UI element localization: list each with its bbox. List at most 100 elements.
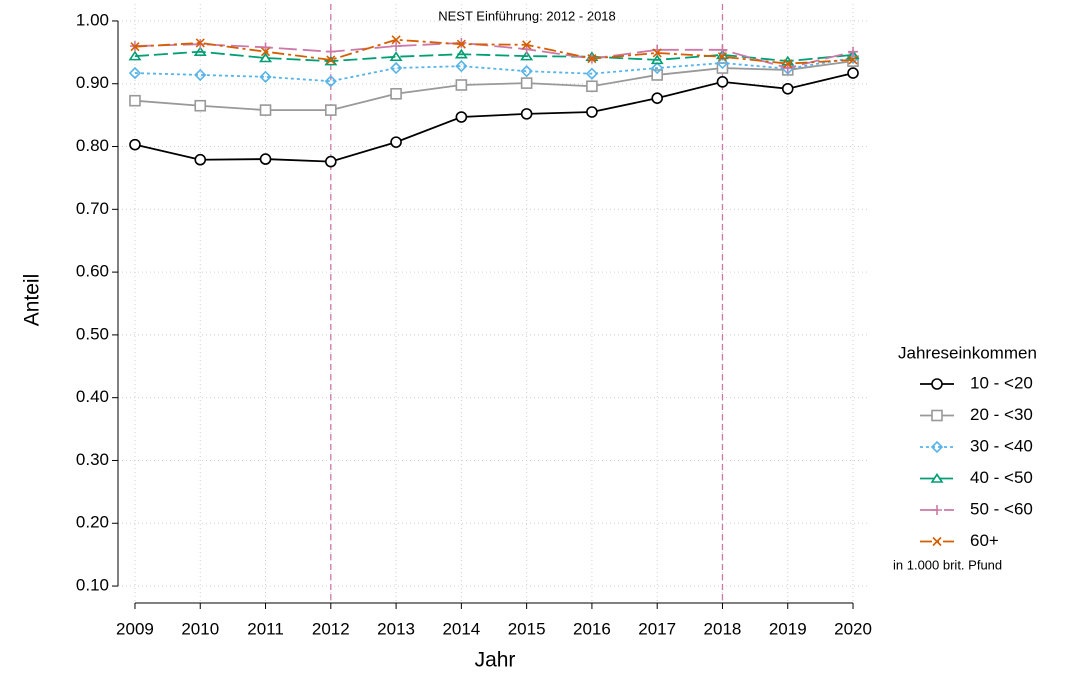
legend-label: 10 - <20 [970, 373, 1033, 392]
marker [651, 69, 663, 81]
y-tick-label: 0.40 [76, 387, 109, 406]
marker [586, 106, 598, 118]
legend-label: 20 - <30 [970, 405, 1033, 424]
y-tick-label: 0.80 [76, 136, 109, 155]
marker [128, 50, 142, 61]
marker [522, 40, 532, 50]
marker [455, 79, 468, 91]
marker [848, 55, 858, 65]
marker [391, 35, 401, 45]
marker [781, 82, 794, 95]
y-tick-label: 0.20 [76, 513, 109, 532]
marker [651, 92, 663, 104]
series-line [134, 42, 854, 69]
annotation: NEST Einführung: 2012 - 2018 [438, 8, 616, 23]
series-line [134, 50, 854, 63]
series-line [134, 38, 854, 65]
x-tick-label: 2011 [247, 619, 284, 638]
marker [195, 39, 206, 50]
legend-marker [932, 505, 942, 515]
y-axis-label: Anteil [21, 274, 44, 327]
marker [389, 51, 403, 62]
legend-label: 30 - <40 [970, 436, 1033, 455]
x-tick-label: 2009 [116, 619, 154, 638]
marker [390, 136, 402, 148]
marker [259, 70, 272, 83]
marker [195, 38, 205, 48]
marker [520, 65, 533, 78]
x-tick-label: 2013 [377, 619, 415, 638]
legend-marker [930, 473, 944, 483]
legend-label: 40 - <50 [970, 468, 1033, 487]
x-tick-label: 2018 [704, 619, 742, 638]
marker [650, 54, 664, 65]
marker [783, 59, 793, 69]
x-tick-label: 2017 [638, 619, 676, 638]
marker [324, 75, 337, 88]
marker [128, 66, 142, 80]
x-tick-label: 2015 [508, 619, 546, 638]
marker [716, 56, 729, 70]
marker [846, 49, 860, 60]
marker [455, 60, 468, 73]
marker [325, 104, 337, 116]
marker [587, 54, 597, 64]
marker [390, 87, 402, 100]
legend-label: 50 - <60 [970, 499, 1033, 518]
legend-title: Jahreseinkommen [898, 343, 1037, 362]
x-axis-label: Jahr [475, 649, 516, 672]
marker [652, 48, 662, 58]
legend-marker [931, 378, 943, 390]
marker [456, 37, 467, 48]
x-tick-label: 2014 [442, 619, 480, 638]
y-tick-label: 0.10 [76, 576, 109, 595]
marker [455, 111, 468, 123]
marker [717, 52, 728, 62]
marker [847, 67, 859, 79]
marker [585, 67, 599, 80]
legend-marker [932, 536, 942, 547]
marker [194, 99, 207, 112]
marker [586, 80, 598, 93]
marker [717, 44, 728, 55]
marker [520, 77, 533, 89]
marker [520, 108, 533, 120]
marker [326, 55, 336, 65]
x-tick-label: 2020 [834, 619, 872, 638]
series-line [134, 72, 854, 163]
marker [848, 46, 859, 57]
marker [325, 46, 336, 57]
series-line [134, 57, 854, 83]
marker [193, 46, 207, 57]
marker [259, 52, 273, 63]
y-tick-label: 0.90 [76, 73, 109, 92]
x-tick-label: 2012 [312, 619, 350, 638]
marker [454, 48, 468, 59]
marker [389, 61, 403, 75]
marker [130, 42, 140, 52]
marker [325, 155, 337, 168]
y-tick-label: 1.00 [76, 10, 109, 29]
marker [520, 50, 534, 61]
marker [716, 76, 729, 88]
marker [260, 47, 271, 57]
marker [194, 68, 207, 82]
x-tick-label: 2019 [769, 619, 807, 638]
marker [651, 61, 664, 75]
x-tick-label: 2010 [181, 619, 219, 638]
y-tick-label: 0.50 [76, 324, 109, 343]
y-tick-label: 0.70 [76, 199, 109, 218]
legend-marker [930, 440, 944, 454]
marker [391, 41, 402, 52]
marker [324, 55, 338, 66]
marker [129, 138, 141, 151]
x-tick-label: 2016 [573, 619, 611, 638]
legend-note: in 1.000 brit. Pfund [893, 557, 1002, 572]
marker [259, 104, 272, 116]
legend-label: 60+ [970, 531, 999, 550]
marker [456, 39, 466, 49]
marker [259, 153, 272, 165]
series-line [134, 60, 854, 112]
marker [129, 94, 141, 107]
